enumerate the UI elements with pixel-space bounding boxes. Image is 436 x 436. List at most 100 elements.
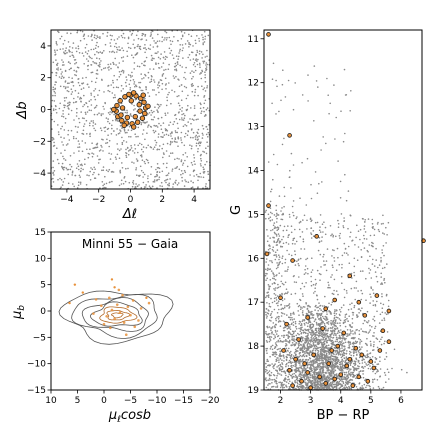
sky-field-point (115, 46, 118, 49)
sky-field-point (176, 157, 178, 160)
sky-field-point (77, 165, 80, 168)
cmd-field-point (301, 368, 304, 370)
cmd-field-point (293, 331, 295, 333)
sky-field-point (200, 157, 202, 160)
cmd-field-point (316, 341, 319, 344)
cmd-field-point (345, 381, 347, 384)
sky-field-point (67, 129, 70, 132)
cmd-field-point (362, 322, 365, 325)
cmd-field-point (272, 62, 275, 65)
cmd-field-point (334, 373, 336, 376)
cmd-field-point (309, 341, 312, 343)
sky-field-point (112, 119, 114, 122)
cmd-field-point (298, 373, 301, 376)
cmd-field-point (324, 295, 326, 298)
sky-field-point (112, 79, 114, 82)
sky-field-point (91, 39, 93, 41)
cmd-field-point (354, 331, 356, 334)
cmd-field-point (320, 240, 323, 242)
sky-field-point (109, 113, 111, 116)
cmd-field-point (274, 336, 277, 339)
cmd-field-point (340, 370, 343, 372)
cmd-field-point (324, 371, 327, 374)
cmd-field-point (343, 387, 345, 389)
sky-field-point (113, 113, 115, 116)
cmd-field-point (327, 344, 330, 347)
sky-field-point (133, 39, 135, 41)
cmd-field-point (353, 306, 356, 309)
cmd-field-point (319, 334, 322, 337)
cmd-field-point (274, 329, 277, 332)
cmd-field-point (319, 279, 321, 282)
cmd-field-point (273, 275, 276, 278)
cmd-field-point (285, 347, 288, 350)
sky-field-point (75, 137, 77, 140)
cmd-field-point (326, 332, 328, 335)
cmd-field-point (288, 303, 291, 305)
pm-member-point (110, 308, 114, 312)
cmd-field-point (335, 334, 337, 337)
cmd-field-point (360, 340, 363, 343)
cmd-field-point (343, 252, 346, 254)
cmd-field-point (280, 383, 283, 385)
sky-field-point (80, 111, 82, 113)
cmd-field-point (310, 271, 313, 274)
sky-field-point (75, 115, 78, 117)
sky-field-point (171, 152, 174, 154)
cmd-field-point (284, 380, 286, 382)
sky-field-point (71, 170, 74, 173)
cmd-field-point (265, 279, 267, 282)
cmd-field-point (328, 286, 330, 289)
sky-field-point (200, 103, 202, 106)
cmd-field-point (280, 304, 282, 306)
cmd-field-point (318, 381, 320, 383)
sky-field-point (194, 138, 197, 140)
cmd-field-point (265, 317, 268, 319)
cmd-field-point (379, 360, 381, 363)
cmd-field-point (332, 358, 334, 361)
sky-field-point (127, 150, 130, 152)
sky-field-point (194, 136, 197, 138)
sky-field-point (58, 76, 61, 78)
sky-field-point (116, 38, 119, 40)
cmd-field-point (339, 331, 341, 334)
sky-field-point (104, 175, 106, 178)
sky-field-point (107, 127, 110, 130)
cmd-field-point (278, 308, 280, 311)
cmd-field-point (322, 361, 325, 363)
sky-field-point (120, 70, 123, 73)
cmd-field-point (283, 386, 286, 389)
cmd-field-point (293, 338, 295, 340)
cmd-field-point (342, 225, 345, 227)
cmd-field-point (333, 318, 336, 320)
cmd-field-point (279, 320, 282, 323)
cmd-field-point (292, 237, 295, 240)
sky-field-point (129, 89, 131, 91)
cmd-field-point (333, 383, 336, 386)
cmd-field-point (325, 385, 327, 388)
cmd-field-point (363, 358, 365, 361)
sky-xtick-label: 2 (159, 195, 165, 205)
sky-field-point (175, 69, 178, 72)
cmd-field-point (325, 337, 328, 340)
sky-field-point (184, 124, 186, 126)
cmd-field-point (277, 233, 280, 235)
sky-field-point (128, 125, 131, 128)
cmd-field-point (278, 320, 280, 323)
sky-field-point (196, 49, 198, 52)
cmd-field-point (303, 381, 306, 383)
sky-field-point (177, 78, 179, 80)
cmd-field-point (288, 253, 290, 256)
sky-field-point (114, 96, 116, 99)
cmd-field-point (271, 261, 274, 264)
cmd-field-point (296, 216, 298, 218)
sky-field-point (157, 84, 159, 86)
cmd-field-point (270, 229, 272, 232)
cmd-field-point (359, 238, 361, 241)
pm-contour-level (111, 312, 124, 319)
sky-field-point (157, 51, 159, 53)
sky-field-point (190, 35, 193, 37)
cmd-field-point (292, 332, 295, 335)
cmd-field-point (278, 256, 281, 258)
cmd-field-point (310, 336, 313, 339)
